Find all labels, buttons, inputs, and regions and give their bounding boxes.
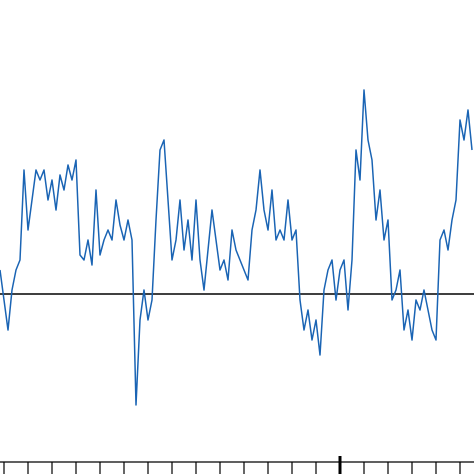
data-line: [0, 89, 473, 406]
